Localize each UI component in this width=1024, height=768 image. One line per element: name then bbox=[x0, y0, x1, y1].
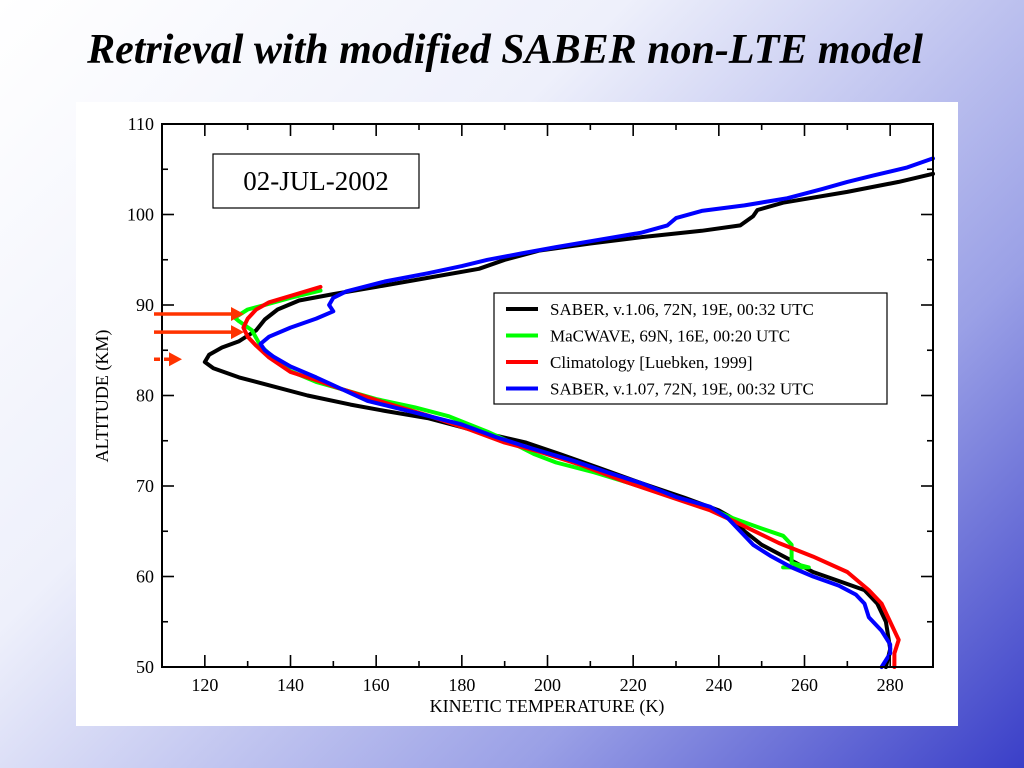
y-tick-label: 80 bbox=[136, 386, 154, 406]
x-tick-label: 280 bbox=[877, 675, 904, 695]
y-tick-label: 70 bbox=[136, 476, 154, 496]
slide-title: Retrieval with modified SABER non-LTE mo… bbox=[87, 27, 923, 73]
legend-label-1: SABER, v.1.06, 72N, 19E, 00:32 UTC bbox=[550, 300, 814, 319]
series-lines bbox=[202, 156, 935, 669]
legend: SABER, v.1.06, 72N, 19E, 00:32 UTC MaCWAV… bbox=[493, 292, 888, 405]
series-line-4 bbox=[258, 156, 935, 669]
date-label: 02-JUL-2002 bbox=[243, 166, 388, 196]
y-tick-label: 90 bbox=[136, 295, 154, 315]
legend-label-2: MaCWAVE, 69N, 16E, 00:20 UTC bbox=[550, 327, 790, 346]
series-line-2 bbox=[232, 288, 811, 570]
y-tick-label: 50 bbox=[136, 657, 154, 677]
series-line-1 bbox=[202, 171, 935, 669]
chart-panel: 120 140 160 180 200 220 240 260 280 50 60 70 80 90 100… bbox=[76, 102, 958, 726]
chart-svg: 120 140 160 180 200 220 240 260 280 50 60 70 80 90 100… bbox=[92, 114, 935, 717]
x-tick-label: 120 bbox=[191, 675, 218, 695]
legend-box bbox=[493, 292, 888, 405]
x-tick-label: 180 bbox=[448, 675, 475, 695]
red-arrows bbox=[154, 307, 244, 367]
tick-labels: 120 140 160 180 200 220 240 260 280 50 60 70 80 90 100… bbox=[127, 114, 904, 695]
arrow-head-3 bbox=[169, 352, 182, 367]
x-axis-label: KINETIC TEMPERATURE (K) bbox=[430, 696, 665, 717]
legend-label-3: Climatology [Luebken, 1999] bbox=[550, 353, 753, 372]
legend-label-4: SABER, v.1.07, 72N, 19E, 00:32 UTC bbox=[550, 380, 814, 399]
x-tick-label: 140 bbox=[277, 675, 304, 695]
arrow-head-2 bbox=[231, 325, 244, 340]
y-axis-label: ALTITUDE (KM) bbox=[92, 330, 113, 463]
y-tick-label: 60 bbox=[136, 567, 154, 587]
x-tick-label: 200 bbox=[534, 675, 561, 695]
y-tick-label: 100 bbox=[127, 205, 154, 225]
axis-ticks bbox=[161, 123, 934, 668]
x-tick-label: 160 bbox=[363, 675, 390, 695]
series-line-3 bbox=[241, 284, 901, 669]
arrow-head-1 bbox=[231, 307, 244, 322]
x-tick-label: 220 bbox=[620, 675, 647, 695]
y-tick-label: 110 bbox=[128, 114, 154, 134]
x-tick-label: 260 bbox=[791, 675, 818, 695]
date-box bbox=[212, 153, 420, 209]
x-tick-label: 240 bbox=[705, 675, 732, 695]
